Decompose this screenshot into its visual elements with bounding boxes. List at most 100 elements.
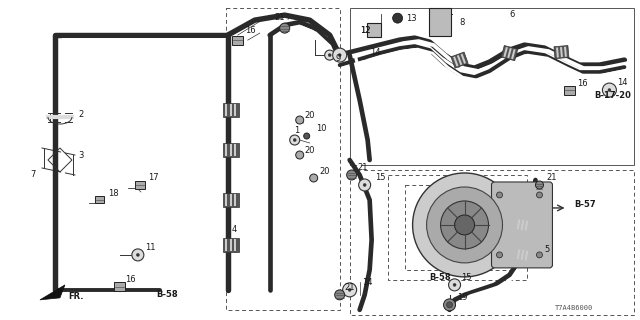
Circle shape bbox=[304, 133, 310, 139]
Bar bbox=[223, 193, 239, 207]
Bar bbox=[230, 194, 232, 206]
Bar bbox=[225, 144, 227, 156]
Text: 13: 13 bbox=[406, 14, 416, 23]
Circle shape bbox=[333, 48, 347, 62]
Circle shape bbox=[427, 187, 502, 263]
Text: 21: 21 bbox=[547, 173, 557, 182]
Circle shape bbox=[280, 23, 290, 33]
Text: 16: 16 bbox=[244, 26, 255, 35]
Circle shape bbox=[392, 13, 403, 23]
Text: 3: 3 bbox=[78, 150, 83, 159]
Bar bbox=[223, 238, 239, 252]
Text: 18: 18 bbox=[108, 189, 118, 198]
Bar bbox=[556, 47, 559, 58]
Text: 16: 16 bbox=[125, 276, 136, 284]
Bar bbox=[516, 249, 520, 259]
Circle shape bbox=[296, 151, 304, 159]
Text: 5: 5 bbox=[545, 245, 550, 254]
Circle shape bbox=[310, 174, 317, 182]
Bar bbox=[95, 196, 104, 204]
Bar bbox=[520, 220, 524, 230]
Polygon shape bbox=[40, 285, 65, 300]
Circle shape bbox=[358, 179, 371, 191]
Circle shape bbox=[328, 54, 331, 57]
Bar bbox=[508, 48, 512, 58]
Text: 16: 16 bbox=[577, 79, 588, 88]
Bar bbox=[234, 144, 237, 156]
Circle shape bbox=[348, 288, 351, 292]
Bar bbox=[501, 45, 518, 61]
Circle shape bbox=[338, 54, 341, 57]
Bar bbox=[232, 36, 243, 44]
Text: 14: 14 bbox=[362, 278, 372, 287]
Circle shape bbox=[454, 215, 474, 235]
Bar bbox=[461, 54, 466, 64]
Text: 15: 15 bbox=[461, 273, 472, 282]
Circle shape bbox=[335, 290, 345, 300]
Text: 2: 2 bbox=[78, 109, 83, 118]
Bar bbox=[511, 49, 516, 59]
Text: B-57: B-57 bbox=[575, 200, 596, 210]
Text: 1: 1 bbox=[294, 125, 299, 134]
Bar bbox=[225, 239, 227, 251]
Text: 14: 14 bbox=[618, 77, 628, 87]
Text: 21: 21 bbox=[358, 164, 368, 172]
Bar bbox=[223, 143, 239, 157]
Text: 4: 4 bbox=[232, 225, 237, 235]
Bar bbox=[429, 8, 451, 36]
Bar bbox=[560, 47, 563, 57]
Circle shape bbox=[136, 253, 140, 256]
Circle shape bbox=[324, 50, 335, 60]
Bar bbox=[234, 239, 237, 251]
Text: B-17-20: B-17-20 bbox=[595, 91, 631, 100]
Bar bbox=[223, 103, 239, 117]
Bar bbox=[135, 181, 145, 189]
Text: 10: 10 bbox=[316, 124, 326, 132]
Circle shape bbox=[347, 170, 356, 180]
Circle shape bbox=[449, 279, 461, 291]
Bar bbox=[225, 104, 227, 116]
Circle shape bbox=[608, 89, 611, 92]
Bar bbox=[367, 23, 381, 37]
Bar bbox=[230, 144, 232, 156]
Bar bbox=[225, 194, 227, 206]
Bar bbox=[554, 45, 569, 59]
Bar bbox=[504, 47, 508, 57]
Circle shape bbox=[497, 192, 502, 198]
Circle shape bbox=[447, 302, 452, 308]
Circle shape bbox=[363, 183, 366, 187]
FancyBboxPatch shape bbox=[492, 182, 552, 268]
Circle shape bbox=[132, 249, 144, 261]
Bar bbox=[230, 239, 232, 251]
Bar bbox=[234, 104, 237, 116]
Bar bbox=[525, 251, 528, 261]
Circle shape bbox=[602, 83, 616, 97]
Text: 12: 12 bbox=[360, 26, 370, 35]
Circle shape bbox=[536, 192, 543, 198]
Bar bbox=[230, 104, 232, 116]
Text: 20: 20 bbox=[320, 167, 330, 177]
Text: 8: 8 bbox=[460, 18, 465, 27]
Circle shape bbox=[342, 283, 356, 297]
Bar bbox=[115, 282, 125, 292]
Bar bbox=[515, 248, 531, 262]
Bar bbox=[564, 85, 575, 95]
Text: 11: 11 bbox=[145, 244, 156, 252]
Bar bbox=[234, 194, 237, 206]
Circle shape bbox=[293, 139, 296, 141]
Bar bbox=[564, 47, 567, 57]
Text: 20: 20 bbox=[305, 110, 316, 120]
Text: 14: 14 bbox=[370, 48, 380, 57]
Circle shape bbox=[290, 135, 300, 145]
Text: 20: 20 bbox=[305, 146, 316, 155]
Bar bbox=[453, 56, 458, 67]
Text: T7A4B6000: T7A4B6000 bbox=[554, 305, 593, 311]
Circle shape bbox=[536, 252, 543, 258]
Bar bbox=[515, 218, 531, 232]
Circle shape bbox=[453, 284, 456, 286]
Text: 19: 19 bbox=[458, 293, 468, 302]
Bar bbox=[451, 52, 468, 68]
Bar bbox=[525, 220, 528, 231]
Text: 15: 15 bbox=[374, 173, 385, 182]
Bar bbox=[520, 250, 524, 260]
